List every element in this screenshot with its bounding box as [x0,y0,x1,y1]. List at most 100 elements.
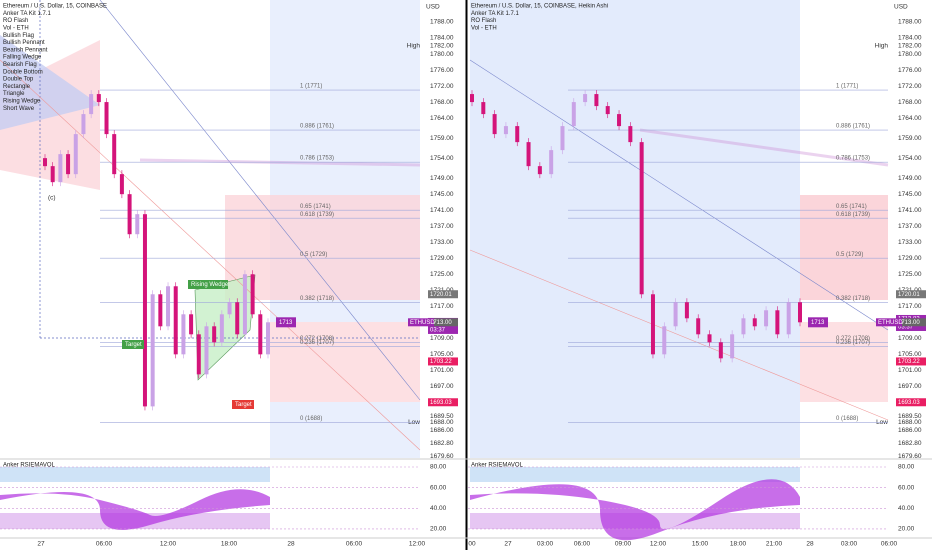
candle [196,334,201,375]
indicator-tick: 80.00 [430,464,447,471]
price-tag [896,290,926,299]
trendline [99,0,421,401]
price-tick: 1768.00 [430,99,454,106]
candle [150,294,155,407]
candle [617,114,622,127]
price-tick: 1759.00 [898,135,922,142]
indicator-tick: 60.00 [898,484,915,491]
candle [718,342,723,359]
candle [470,94,474,103]
candle [81,114,86,135]
histogram [470,479,800,541]
fib-label: 0.886 (1761) [300,124,334,130]
candle [127,194,132,235]
header-line: Ethereum / U.S. Dollar, 15, COINBASE, He… [471,4,608,10]
price-tick: 1717.00 [430,303,454,310]
price-tick: 1689.50 [898,413,922,420]
fib-label: 0.65 (1741) [836,204,867,210]
candle [50,166,55,183]
trendline [469,59,889,331]
low-price: 1688.00 [898,419,922,426]
header-line: Anker TA Kit 1.7.1 [471,11,519,17]
time-tick: 06:00 [574,541,591,548]
price-tag [896,398,926,407]
header-line: RO Flash [471,18,496,24]
indicator-tick: 60.00 [430,484,447,491]
fib-label: 0.5 (1729) [836,252,863,258]
price-tick: 1749.00 [898,175,922,182]
candle [707,334,712,343]
label-box [188,280,228,289]
candle [696,318,701,335]
candle [492,114,497,135]
zone [800,322,888,402]
price-tick: 1741.00 [430,207,454,214]
candle [227,302,232,315]
price-tag-text: 1703.22 [898,359,920,365]
time-tick: 12:00 [409,541,426,548]
header-line: Bearish Flag [3,62,37,68]
candle [752,318,757,327]
price-tag-text: 1720.01 [898,292,920,298]
price-tick: 1709.00 [898,335,922,342]
fib-label: 0 (1688) [836,416,858,422]
zone [800,195,888,300]
time-tick: 12:00 [160,541,177,548]
mini-tag-text: 1713 [279,320,293,326]
price-tick: 1764.00 [898,115,922,122]
price-tick: 1717.00 [898,303,922,310]
high-label: High [875,43,889,50]
candle [166,286,171,327]
price-tag [428,357,458,366]
candle [235,302,240,335]
header-line: RO Flash [3,18,28,24]
price-tick: 1745.00 [898,191,922,198]
price-tick: 1679.60 [898,453,922,460]
indicator-tick: 40.00 [430,505,447,512]
symbol-tag [876,318,902,327]
candle [96,94,101,103]
indicator-tick: 20.00 [430,526,447,533]
price-tag [428,290,458,299]
band [470,467,800,482]
price-tick: 1729.00 [430,255,454,262]
candle [119,174,124,195]
pattern [0,35,100,130]
candle [89,94,94,115]
price-tick: 1737.00 [430,223,454,230]
price-tick: 1764.00 [430,115,454,122]
price-tick: 1784.00 [430,35,454,42]
header-line: Rectangle [3,84,31,90]
time-tick: 09:00 [615,541,632,548]
fib-label: 0.382 (1718) [836,296,870,302]
candle [786,302,791,335]
candle [43,158,47,167]
candle [526,142,531,167]
time-tick: 15:00 [692,541,709,548]
symbol: ETHUSD [878,320,903,326]
time-tick: 03:00 [841,541,858,548]
header-line: Double Bottom [3,69,43,75]
price-tick: 1701.00 [898,367,922,374]
time-tick: 00 [468,541,476,548]
price-tick: 1772.00 [898,83,922,90]
header-line: Bullish Flag [3,33,34,39]
price-tick: 1754.00 [430,155,454,162]
candle [673,302,678,327]
time-tick: 21:00 [766,541,783,548]
candle [764,310,769,327]
fib-label: 0.272 (1708) [300,336,334,342]
price-tag-text: 1693.03 [430,400,452,406]
zone [225,195,420,300]
mini-tag [808,317,828,328]
fib-label: 0.886 (1761) [836,124,870,130]
candle [798,302,802,323]
price-tick: 1682.80 [898,440,922,447]
time-tick: 12:00 [650,541,667,548]
price-tag [896,357,926,366]
price-tag-text: 03:37 [898,325,914,331]
high-price: 1782.00 [898,43,922,50]
time-tick: 06:00 [346,541,363,548]
price-tick: 1709.00 [430,335,454,342]
ma [639,128,889,167]
